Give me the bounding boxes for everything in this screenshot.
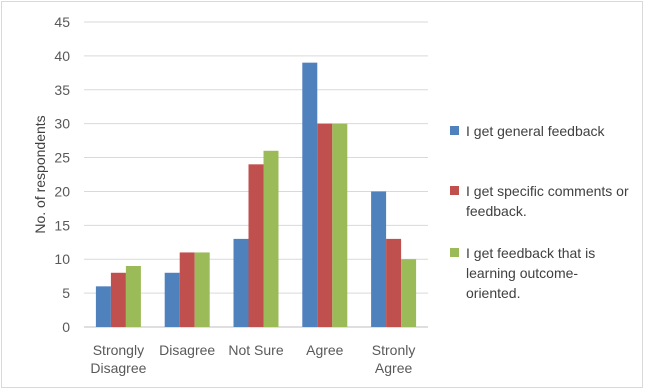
bar xyxy=(332,123,348,328)
legend-label: oriented. xyxy=(466,285,520,301)
y-tick-label: 30 xyxy=(54,116,70,132)
y-tick-label: 25 xyxy=(54,150,70,166)
y-tick-label: 5 xyxy=(62,285,70,301)
x-axis-ticks: Strongly Disagree Disagree Not Sure Agree Str… xyxy=(90,342,415,376)
bar xyxy=(371,191,387,327)
bar xyxy=(386,238,402,327)
bar xyxy=(164,272,180,327)
bar xyxy=(233,238,249,327)
bar xyxy=(95,286,111,327)
x-tick-label: Strongly xyxy=(93,342,144,358)
x-tick-label: Disagree xyxy=(159,342,215,358)
x-tick-label: Not Sure xyxy=(228,342,283,358)
bar xyxy=(125,266,141,327)
bar xyxy=(110,272,126,327)
bars xyxy=(95,62,417,328)
y-tick-label: 0 xyxy=(62,319,70,335)
legend-swatch xyxy=(450,126,459,135)
legend-label: feedback. xyxy=(466,203,527,219)
x-tick-label: Stronly xyxy=(372,342,416,358)
x-tick-label: Disagree xyxy=(90,360,146,376)
y-tick-label: 35 xyxy=(54,82,70,98)
bar xyxy=(248,164,264,327)
y-tick-label: 40 xyxy=(54,48,70,64)
bar xyxy=(194,252,210,327)
gridlines xyxy=(84,21,428,328)
y-tick-label: 20 xyxy=(54,183,70,199)
bar xyxy=(401,259,417,327)
bar xyxy=(302,62,318,328)
y-tick-label: 15 xyxy=(54,217,70,233)
bar xyxy=(317,123,333,328)
x-tick-label: Agree xyxy=(306,342,344,358)
legend-swatch xyxy=(450,248,459,257)
y-tick-label: 10 xyxy=(54,251,70,267)
legend-label: learning outcome- xyxy=(466,265,578,281)
legend-swatch xyxy=(450,186,459,195)
legend: I get general feedback I get specific com… xyxy=(450,123,629,301)
legend-label: I get general feedback xyxy=(466,123,606,139)
legend-label: I get specific comments or xyxy=(466,183,629,199)
x-tick-label: Agree xyxy=(375,360,413,376)
bar xyxy=(179,252,195,327)
y-axis-ticks: 0 5 10 15 20 25 30 35 40 45 xyxy=(54,14,70,335)
bar xyxy=(263,150,279,327)
y-axis-title: No. of respondents xyxy=(32,115,48,233)
y-tick-label: 45 xyxy=(54,14,70,30)
legend-label: I get feedback that is xyxy=(466,245,595,261)
